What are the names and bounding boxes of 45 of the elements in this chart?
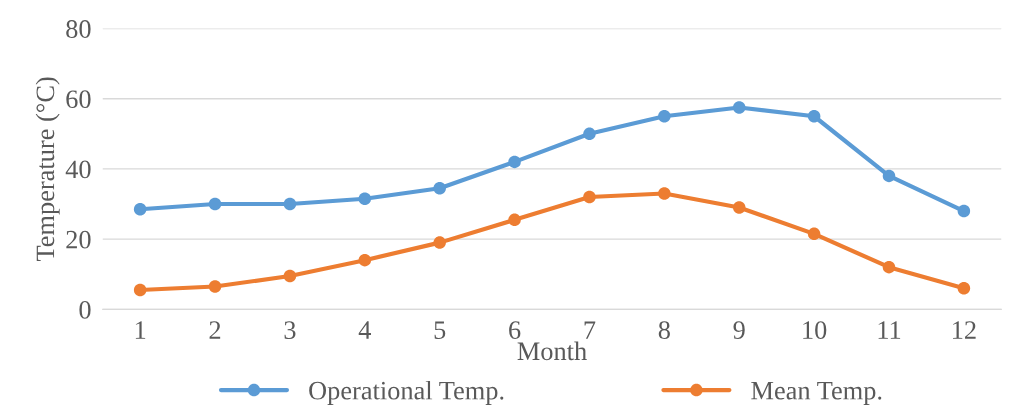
point bbox=[358, 253, 372, 267]
point bbox=[508, 155, 521, 169]
point bbox=[882, 169, 896, 183]
point bbox=[807, 227, 821, 241]
point bbox=[583, 127, 596, 141]
point bbox=[358, 192, 372, 205]
x-tick-label: 11 bbox=[878, 321, 901, 339]
x-tick-label: 5 bbox=[434, 321, 446, 339]
legend-label: Mean Temp. bbox=[751, 382, 882, 405]
y-tick-label: 60 bbox=[66, 90, 91, 109]
point bbox=[208, 197, 222, 211]
point bbox=[732, 201, 746, 214]
x-tick-label: 9 bbox=[733, 321, 745, 339]
legend-label: Operational Temp. bbox=[309, 380, 504, 405]
x-tick-label: 3 bbox=[284, 321, 296, 339]
y-tick-label: 80 bbox=[66, 20, 91, 38]
x-tick-label: 10 bbox=[803, 321, 827, 339]
point bbox=[208, 280, 222, 293]
x-tick-label: 1 bbox=[135, 321, 146, 339]
x-axis-title: Month bbox=[517, 341, 587, 361]
x-tick-label: 7 bbox=[584, 321, 596, 339]
y-tick-label: 20 bbox=[66, 230, 91, 249]
point bbox=[583, 190, 596, 204]
y-tick-label: 40 bbox=[65, 160, 91, 179]
point bbox=[133, 203, 147, 216]
x-tick-label: 12 bbox=[953, 321, 976, 339]
x-tick-label: 2 bbox=[209, 321, 221, 339]
point bbox=[433, 236, 446, 249]
y-tick-label: 0 bbox=[79, 300, 91, 319]
point bbox=[882, 260, 896, 274]
x-tick-label: 6 bbox=[509, 321, 521, 339]
point bbox=[658, 187, 671, 200]
point bbox=[957, 204, 971, 218]
x-tick-label: 8 bbox=[658, 321, 670, 339]
x-tick-label: 4 bbox=[358, 321, 371, 339]
point bbox=[433, 181, 446, 195]
point bbox=[807, 110, 821, 123]
point bbox=[732, 101, 746, 114]
point bbox=[283, 197, 297, 211]
y-axis-title: Temperature (°C) bbox=[35, 77, 60, 262]
point bbox=[957, 282, 971, 295]
point bbox=[508, 213, 521, 227]
point bbox=[133, 283, 147, 297]
point bbox=[283, 269, 297, 283]
point bbox=[658, 110, 671, 123]
